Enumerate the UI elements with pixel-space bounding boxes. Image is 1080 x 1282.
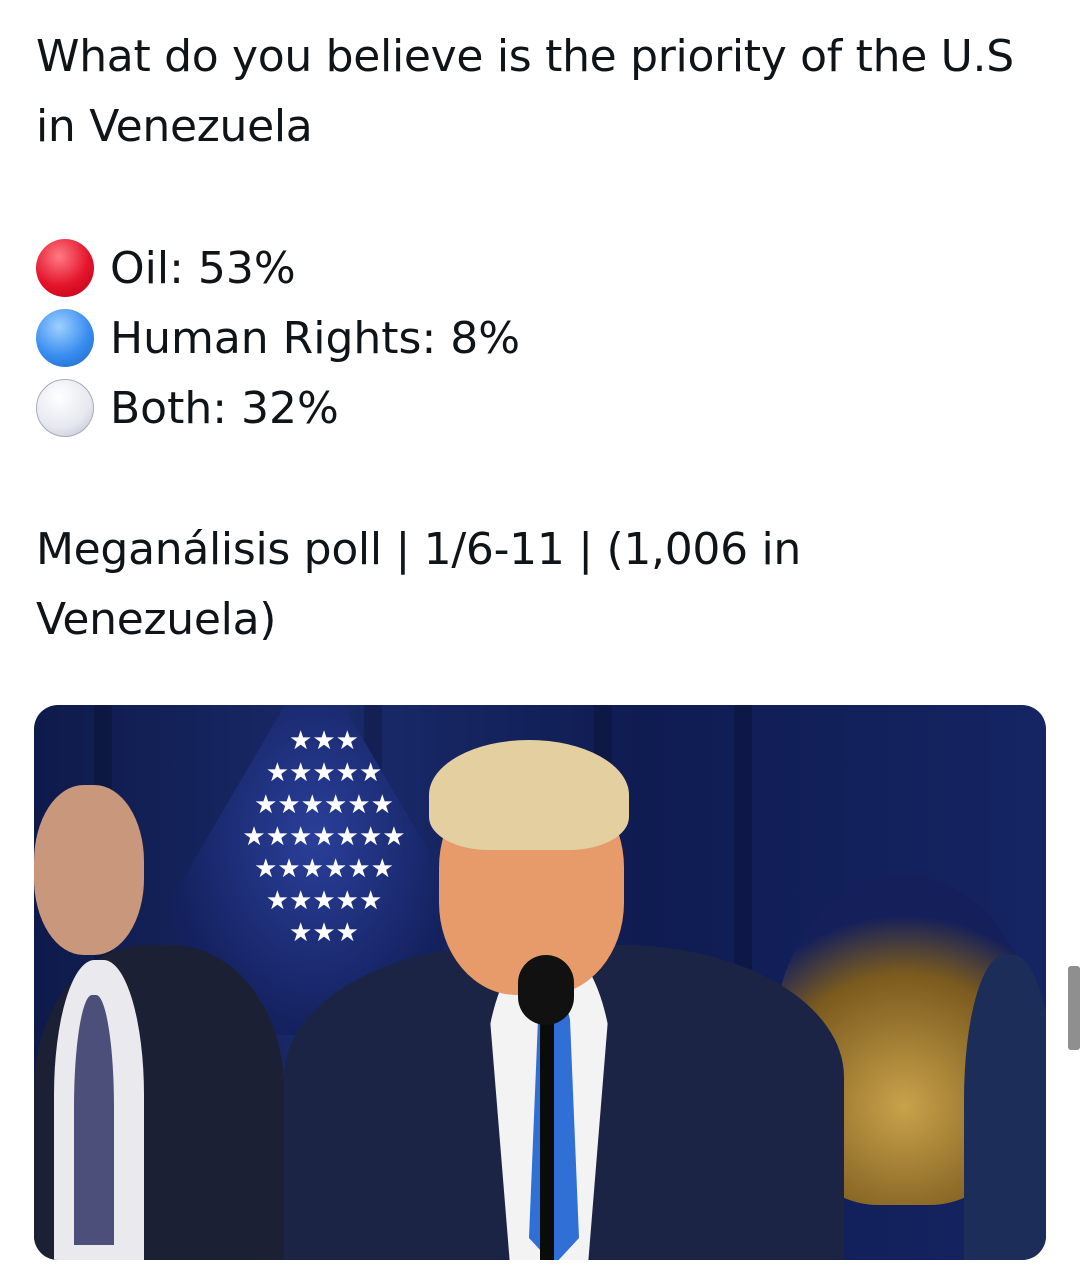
post-text-source: Meganálisis poll | 1/6-11 | (1,006 in Ve… — [36, 524, 801, 645]
option-label: Oil: 53% — [110, 242, 296, 294]
post-text-question: What do you believe is the priority of t… — [36, 31, 1014, 152]
poll-option-oil: Oil: 53% — [36, 233, 296, 303]
post-image[interactable]: ★★★ ★★★★★ ★★★★★★ ★★★★★★★ ★★★★★★ ★★★★★ ★★★ — [34, 705, 1046, 1260]
option-label: Both: 32% — [110, 382, 339, 434]
microphone — [518, 955, 574, 1025]
flag-stars: ★★★ ★★★★★ ★★★★★★ ★★★★★★★ ★★★★★★ ★★★★★ ★★★ — [242, 726, 406, 948]
blue-circle-icon — [36, 309, 94, 367]
red-circle-icon — [36, 239, 94, 297]
option-label: Human Rights: 8% — [110, 312, 521, 364]
poll-option-both: Both: 32% — [36, 373, 339, 443]
white-circle-icon — [36, 379, 94, 437]
poll-option-human-rights: Human Rights: 8% — [36, 303, 520, 373]
scrollbar[interactable] — [1068, 966, 1080, 1050]
